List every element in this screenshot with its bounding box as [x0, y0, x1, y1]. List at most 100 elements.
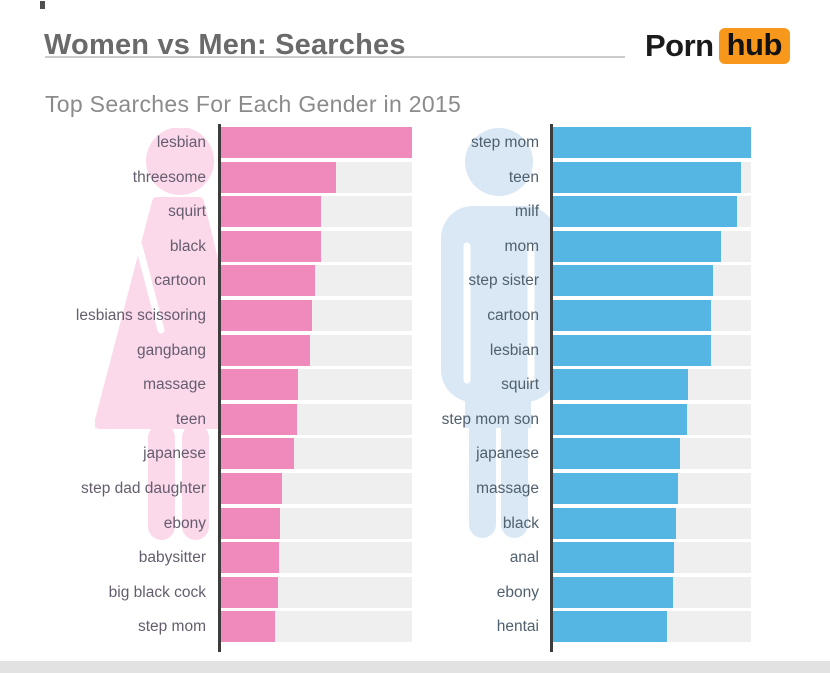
category-label: massage: [476, 479, 539, 497]
bar: [218, 403, 297, 435]
category-label: black: [169, 237, 206, 255]
bar: [550, 369, 688, 401]
bar-track: [550, 542, 751, 574]
chart-row: gangbang: [40, 334, 412, 366]
chart-row: step sister: [408, 265, 751, 297]
bar: [550, 576, 673, 608]
category-label: lesbians scissoring: [75, 306, 206, 324]
bar-track: [550, 161, 751, 193]
bar: [218, 299, 313, 331]
category-label: step dad daughter: [81, 479, 206, 497]
category-label: step sister: [468, 272, 539, 290]
chart-row: black: [40, 230, 412, 262]
category-label: ebony: [496, 583, 539, 601]
bar-track: [218, 369, 412, 401]
category-label: gangbang: [137, 341, 206, 359]
bar: [218, 611, 276, 643]
pornhub-logo: Porn hub: [645, 28, 790, 64]
bar: [218, 334, 311, 366]
bar: [550, 438, 680, 470]
category-label: threesome: [132, 168, 206, 186]
chart-row: japanese: [408, 438, 751, 470]
chart-row: milf: [408, 196, 751, 228]
chart-row: ebony: [40, 507, 412, 539]
bar-track: [550, 369, 751, 401]
bar: [218, 265, 315, 297]
bar-track: [550, 507, 751, 539]
chart-row: squirt: [40, 196, 412, 228]
chart-row: lesbian: [408, 334, 751, 366]
bar: [550, 403, 687, 435]
category-label: japanese: [476, 445, 539, 463]
bar-track: [218, 576, 412, 608]
bar: [550, 472, 678, 504]
chart-row: step mom: [408, 127, 751, 158]
men-chart-panel: step mom teen milf mom step sister cartoon les…: [408, 124, 751, 652]
chart-row: lesbians scissoring: [40, 299, 412, 331]
chart-row: lesbian: [40, 127, 412, 158]
chart-row: teen: [40, 403, 412, 435]
category-label: lesbian: [156, 134, 206, 151]
bar: [550, 230, 721, 262]
bar: [550, 196, 737, 228]
women-bar-rows: lesbian threesome squirt black cartoon lesbia…: [40, 127, 412, 643]
category-label: milf: [514, 203, 539, 221]
bar-track: [218, 161, 412, 193]
category-label: teen: [175, 410, 206, 428]
category-label: step mom: [137, 618, 206, 636]
cropped-artifact: [40, 1, 45, 9]
chart-subtitle: Top Searches For Each Gender in 2015: [45, 91, 462, 118]
category-label: mom: [504, 237, 539, 255]
bar: [550, 265, 713, 297]
category-label: cartoon: [487, 306, 539, 324]
category-label: lesbian: [489, 341, 539, 359]
bar-track: [218, 611, 412, 643]
category-label: ebony: [163, 514, 206, 532]
bar-track: [550, 472, 751, 504]
chart-row: black: [408, 507, 751, 539]
chart-row: cartoon: [40, 265, 412, 297]
men-axis-line: [550, 124, 553, 652]
category-label: anal: [509, 549, 539, 567]
logo-text-porn: Porn: [645, 28, 714, 63]
bar-track: [550, 403, 751, 435]
chart-row: massage: [408, 472, 751, 504]
bar-track: [550, 127, 751, 158]
bar: [550, 542, 674, 574]
category-label: teen: [508, 168, 539, 186]
bar-track: [218, 196, 412, 228]
bar: [218, 196, 321, 228]
bar: [550, 334, 711, 366]
bar-track: [550, 299, 751, 331]
bar-track: [550, 196, 751, 228]
men-bar-rows: step mom teen milf mom step sister cartoon les…: [408, 127, 751, 643]
chart-row: mom: [408, 230, 751, 262]
category-label: squirt: [501, 376, 539, 394]
bar: [218, 507, 281, 539]
bar-track: [218, 299, 412, 331]
women-chart-panel: lesbian threesome squirt black cartoon lesbia…: [40, 124, 412, 652]
bar: [550, 611, 667, 643]
chart-row: babysitter: [40, 542, 412, 574]
chart-row: teen: [408, 161, 751, 193]
bar-track: [550, 438, 751, 470]
bar-track: [550, 576, 751, 608]
bar-track: [218, 403, 412, 435]
chart-row: massage: [40, 369, 412, 401]
logo-text-hub: hub: [718, 28, 790, 64]
bar-track: [218, 127, 412, 158]
chart-row: step mom son: [408, 403, 751, 435]
chart-row: step mom: [40, 611, 412, 643]
category-label: hentai: [496, 618, 539, 636]
category-label: big black cock: [108, 583, 206, 601]
bar: [550, 507, 676, 539]
category-label: squirt: [168, 203, 206, 221]
category-label: cartoon: [154, 272, 206, 290]
bar-track: [218, 230, 412, 262]
chart-row: ebony: [408, 576, 751, 608]
category-label: black: [502, 514, 539, 532]
women-axis-line: [218, 124, 221, 652]
bar: [218, 472, 283, 504]
category-label: babysitter: [138, 549, 206, 567]
